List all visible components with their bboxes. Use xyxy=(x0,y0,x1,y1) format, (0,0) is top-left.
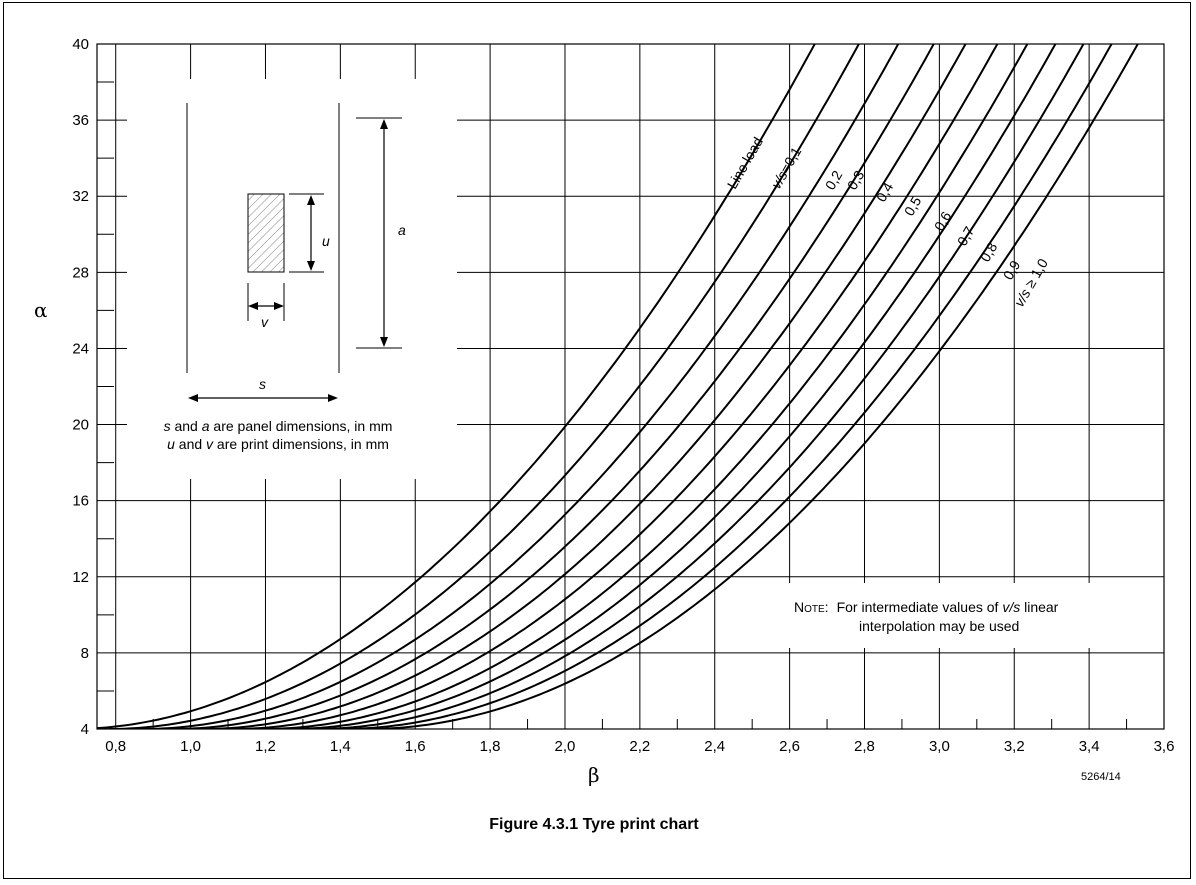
label-0-5: 0,5 xyxy=(901,193,925,218)
x-tick-label: 2,0 xyxy=(555,738,576,755)
y-tick-label: 28 xyxy=(72,264,89,281)
x-tick-label: 1,2 xyxy=(255,738,276,755)
curves xyxy=(97,44,1139,729)
curve-line xyxy=(314,44,1085,729)
figure-caption: Figure 4.3.1 Tyre print chart xyxy=(489,816,699,833)
label-0-4: 0,4 xyxy=(873,179,897,204)
x-tick-label: 2,2 xyxy=(629,738,650,755)
x-tick-label: 3,6 xyxy=(1154,738,1175,755)
curve-line xyxy=(261,44,1029,729)
note-line1: Note: For intermediate values of v/s line… xyxy=(794,599,1059,615)
label-v: v xyxy=(261,314,269,330)
y-tick-label: 36 xyxy=(72,112,89,129)
label-s: s xyxy=(259,376,266,392)
y-tick-label: 8 xyxy=(81,645,89,662)
curve-line xyxy=(366,44,1139,729)
curve-line xyxy=(108,44,860,729)
label-vs-0-1: v/s=0,1 xyxy=(768,144,805,192)
curve-line xyxy=(287,44,1057,729)
label-a: a xyxy=(398,222,406,238)
curve-labels: Line load v/s=0,1 0,2 0,3 0,4 0,5 0,6 0,… xyxy=(724,134,1051,309)
label-u: u xyxy=(322,233,330,249)
x-tick-label: 0,8 xyxy=(105,738,126,755)
note-line2: interpolation may be used xyxy=(859,618,1019,634)
tyre-print-chart: 0,8 1,0 1,2 1,4 1,6 1,8 2,0 2,2 2,4 2,6 2,8 3,0 3,2 3… xyxy=(34,36,1174,833)
inset-diagram: u v a s s and a are panel dimensions, in… xyxy=(164,103,406,452)
x-tick-label: 3,0 xyxy=(929,738,950,755)
y-tick-label: 24 xyxy=(72,340,89,357)
tyre-print-rect xyxy=(247,193,285,273)
x-tick-label: 1,8 xyxy=(480,738,501,755)
x-axis-label: β xyxy=(588,763,600,787)
x-tick-label: 2,4 xyxy=(704,738,725,755)
label-0-6: 0,6 xyxy=(931,208,955,233)
inset-caption-line2: u and v are print dimensions, in mm xyxy=(167,436,389,452)
y-tick-label: 40 xyxy=(72,36,89,53)
interpolation-note: Note: For intermediate values of v/s line… xyxy=(794,599,1059,634)
x-tick-label: 1,6 xyxy=(405,738,426,755)
y-axis-label: α xyxy=(34,298,48,322)
inset-caption-line1: s and a are panel dimensions, in mm xyxy=(164,418,393,434)
inset-background xyxy=(127,79,457,479)
curve-line xyxy=(231,44,999,729)
x-tick-label: 1,0 xyxy=(180,738,201,755)
curve-line xyxy=(340,44,1113,729)
tick-labels: 0,8 1,0 1,2 1,4 1,6 1,8 2,0 2,2 2,4 2,6 2,8 3,0 3,2 3… xyxy=(72,36,1174,755)
label-line-load: Line load xyxy=(724,134,766,191)
figure-frame: 0,8 1,0 1,2 1,4 1,6 1,8 2,0 2,2 2,4 2,6 2,8 3,0 3,2 3… xyxy=(3,2,1191,879)
note-background xyxy=(784,583,1144,648)
y-tick-label: 4 xyxy=(81,721,89,738)
y-tick-label: 12 xyxy=(72,569,89,586)
x-tick-label: 1,4 xyxy=(330,738,351,755)
x-tick-label: 3,2 xyxy=(1004,738,1025,755)
curve-line xyxy=(171,44,935,729)
x-tick-label: 2,8 xyxy=(854,738,875,755)
curve-line xyxy=(97,44,816,729)
drawing-code: 5264/14 xyxy=(1081,771,1121,783)
y-tick-label: 32 xyxy=(72,188,89,205)
x-tick-label: 3,4 xyxy=(1079,738,1100,755)
y-tick-label: 20 xyxy=(72,417,89,434)
label-0-8: 0,8 xyxy=(977,239,1001,264)
label-0-7: 0,7 xyxy=(954,223,978,248)
y-tick-label: 16 xyxy=(72,493,89,510)
curve-line xyxy=(141,44,900,729)
curve-line xyxy=(201,44,967,729)
x-tick-label: 2,6 xyxy=(779,738,800,755)
